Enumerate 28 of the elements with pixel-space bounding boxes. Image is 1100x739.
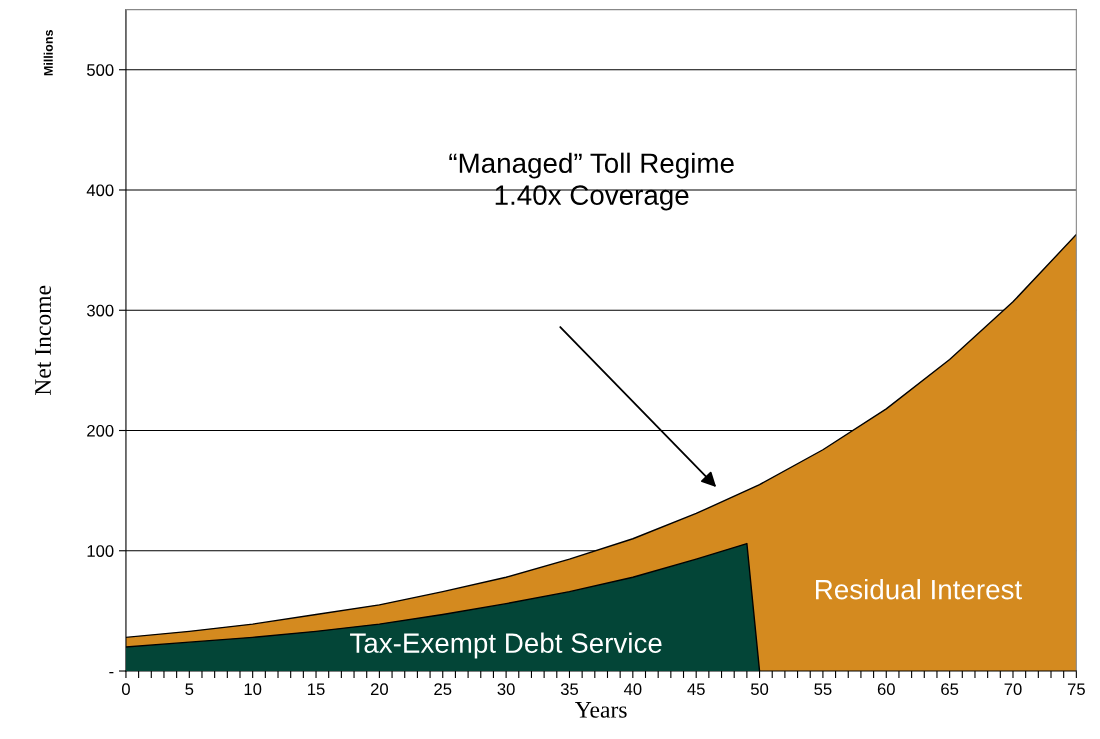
- series-label: Residual Interest: [816, 579, 1022, 600]
- x-tick-label: 50: [750, 683, 769, 696]
- x-tick-label: 0: [121, 683, 130, 696]
- x-tick-label: 5: [185, 683, 194, 696]
- text: Millions: [43, 30, 53, 76]
- x-tick-label: 70: [1004, 683, 1022, 696]
- series-label: Tax-Exempt Debt Service: [350, 632, 662, 659]
- y-tick-label: 400: [86, 184, 114, 197]
- x-tick-label: 55: [814, 683, 832, 696]
- annotation: “Managed” Toll Regime 1.40x Coverage: [449, 152, 734, 211]
- x-tick-label: 45: [687, 683, 705, 696]
- x-tick-label: 15: [308, 683, 325, 696]
- x-tick-label: 25: [434, 683, 452, 696]
- x-tick-label: 35: [560, 683, 579, 696]
- y-tick-label: 100: [87, 545, 114, 557]
- y-axis-title: Net Income: [35, 285, 51, 396]
- y-tick-label: 200: [87, 424, 114, 437]
- y-tick-label: 500: [87, 64, 114, 76]
- y-tick-label: 300: [86, 304, 114, 317]
- x-tick-label: 40: [623, 683, 642, 696]
- x-tick-label: 30: [497, 683, 515, 696]
- x-axis-title: Years: [575, 702, 627, 718]
- x-tick-label: 20: [370, 683, 389, 696]
- y-tick-label: -: [109, 671, 114, 674]
- x-tick-label: 75: [1067, 683, 1085, 696]
- x-tick-label: 60: [877, 683, 895, 696]
- x-tick-label: 65: [941, 683, 959, 696]
- x-tick-label: 10: [244, 683, 262, 696]
